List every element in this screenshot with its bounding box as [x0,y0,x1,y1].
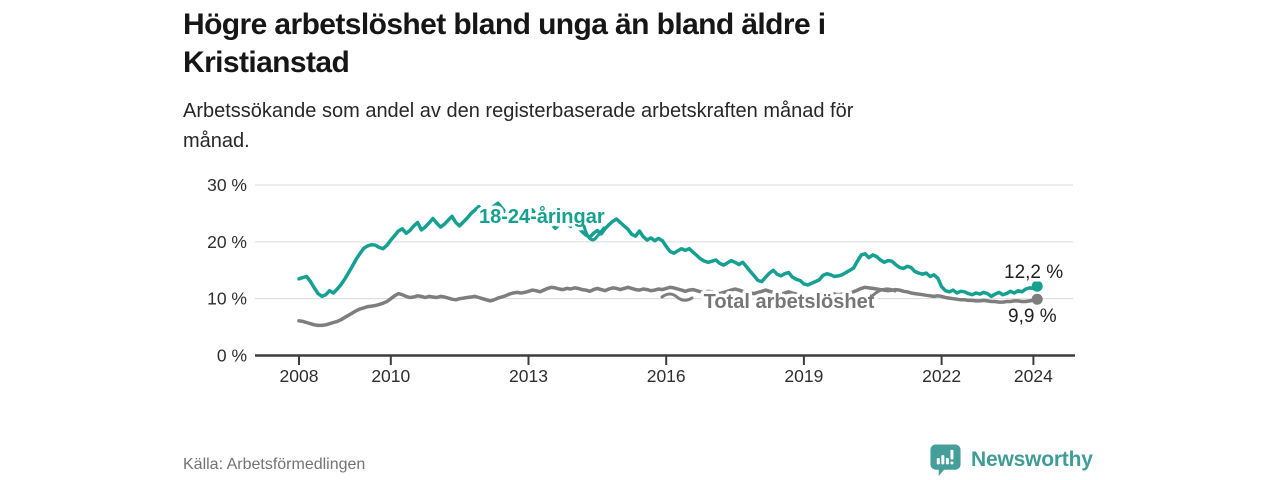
newsworthy-logo-icon [930,444,961,476]
youth-series-label: 18-24-åringar [479,205,605,228]
total-label-right-squiggle [870,287,897,298]
y-tick-label: 10 % [207,289,247,309]
total-series-label: Total arbetslöshet [704,291,875,313]
exclamation-dot [950,461,954,465]
total-end-value-label: 9,9 % [1008,306,1057,327]
newsworthy-brand: Newsworthy [929,443,1093,476]
total-end-dot [1031,293,1043,305]
youth-label-arrow [582,224,606,242]
y-tick-label: 30 % [207,175,247,195]
x-tick-label: 2019 [784,366,823,386]
chart-subtitle: Arbetssökande som andel av den registerb… [183,96,1063,156]
x-tick-label: 2010 [371,366,410,386]
chart-subtitle-line2: månad. [183,130,250,152]
x-tick-label: 2013 [509,366,548,386]
x-axis: 2008 2010 2013 2016 2019 2022 2024 [255,354,1075,386]
youth-end-dot [1031,280,1043,292]
y-axis-tick-labels: 0 % 10 % 20 % 30 % [207,175,247,366]
x-tick-label: 2008 [280,366,319,386]
chart-title-line1: Högre arbetslöshet bland unga än bland ä… [183,8,826,41]
chart-title: Högre arbetslöshet bland unga än bland ä… [183,6,1043,82]
series-annotations: 18-24-åringar Total arbetslöshet [476,202,897,317]
x-tick-label: 2016 [647,366,686,386]
end-markers: 12,2 % 9,9 % [1001,259,1067,331]
series-lines [297,201,1039,328]
chart-subtitle-line1: Arbetssökande som andel av den registerb… [183,100,854,122]
x-tick-label: 2024 [1014,366,1053,386]
y-tick-label: 20 % [207,232,247,252]
youth-series-line [297,201,1039,299]
source-credit: Källa: Arbetsförmedlingen [183,456,366,473]
newsworthy-wordmark: Newsworthy [971,447,1093,471]
youth-end-value-label: 12,2 % [1004,262,1063,283]
chart-title-line2: Kristianstad [183,46,350,79]
barchart-glyph [936,449,954,465]
exclamation-stem [950,449,954,460]
total-series-line [297,285,1039,328]
speech-bubble-shape [930,444,961,476]
total-label-left-squiggle [660,292,694,302]
y-tick-label: 0 % [217,346,247,366]
x-tick-label: 2022 [922,366,961,386]
